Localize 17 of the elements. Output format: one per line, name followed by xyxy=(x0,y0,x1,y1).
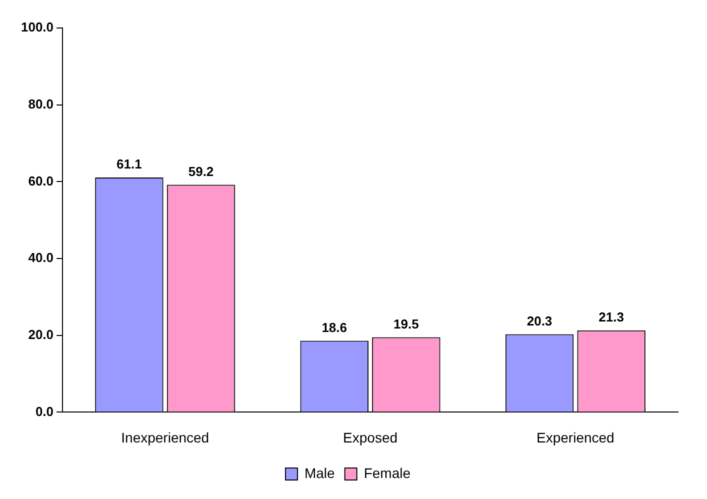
data-label: 61.1 xyxy=(116,156,142,172)
data-label: 20.3 xyxy=(526,313,552,328)
data-label: 59.2 xyxy=(188,164,214,179)
y-tick-label: 20.0 xyxy=(28,326,54,342)
x-tick-label: Exposed xyxy=(343,429,398,446)
data-label: 21.3 xyxy=(598,309,624,324)
y-tick-label: 60.0 xyxy=(28,173,54,188)
data-label: 18.6 xyxy=(322,320,348,335)
x-tick-label: Experienced xyxy=(536,429,614,446)
y-tick-label: 0.0 xyxy=(35,404,54,419)
legend-label: Male xyxy=(304,464,336,481)
y-tick-label: 100.0 xyxy=(20,20,54,35)
y-tick-label: 80.0 xyxy=(28,96,54,112)
y-tick-label: 40.0 xyxy=(28,250,54,266)
x-tick-label: Inexperienced xyxy=(121,429,210,446)
legend-label: Female xyxy=(364,464,411,481)
data-label: 19.5 xyxy=(394,316,419,332)
